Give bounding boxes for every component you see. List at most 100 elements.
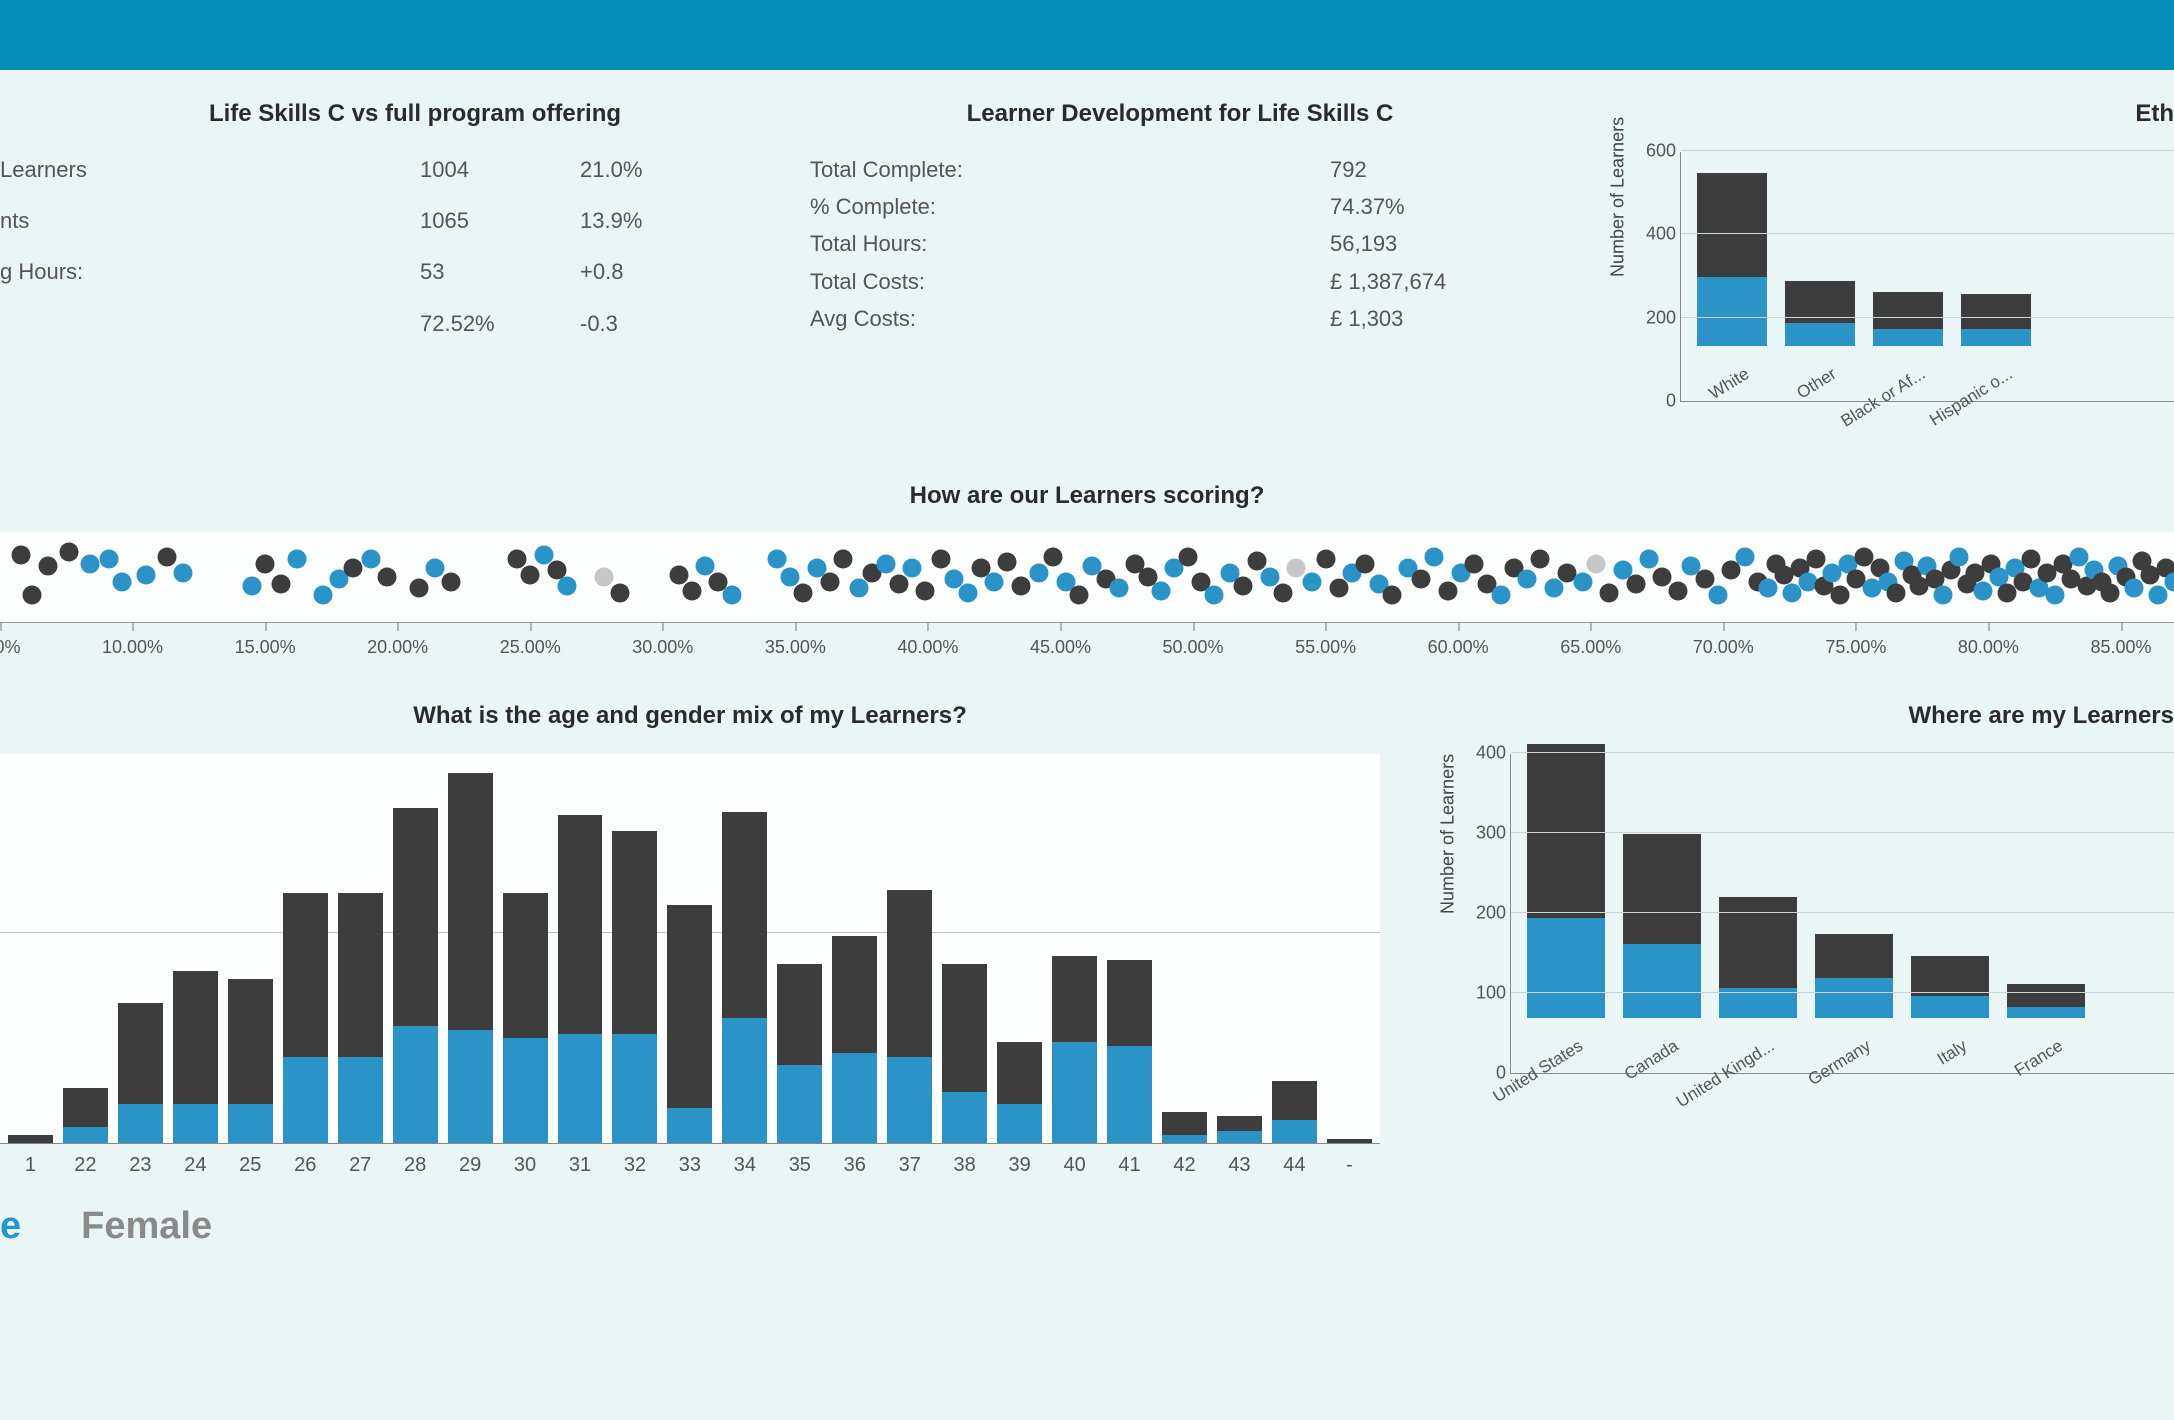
bar-segment-upper: [2007, 984, 2085, 1006]
scatter-dot: [1011, 577, 1030, 596]
scatter-dot: [343, 559, 362, 578]
kv-value: £ 1,387,674: [1330, 264, 1530, 299]
scatter-dot: [2045, 586, 2064, 605]
bar-segment-lower: [722, 1018, 767, 1143]
panel-ethnicity: Eth Number of Learners0200400600WhiteOth…: [1590, 100, 2174, 402]
scatter-dot: [1531, 550, 1550, 569]
scatter-dot: [1518, 569, 1537, 588]
bar-segment-lower: [1052, 1042, 1097, 1143]
scatter-dot: [1735, 548, 1754, 567]
scatter-dot: [1830, 586, 1849, 605]
age-x-label: 44: [1272, 1154, 1317, 1177]
scatter-dot: [669, 566, 688, 585]
scatter-dot: [696, 557, 715, 576]
age-bar-column: [832, 936, 877, 1143]
age-x-label: 34: [722, 1154, 767, 1177]
age-title: What is the age and gender mix of my Lea…: [0, 702, 1380, 730]
bar-column: White: [1697, 173, 1767, 401]
panel-program-offering: Life Skills C vs full program offering L…: [0, 100, 770, 357]
age-bar-column: [283, 893, 328, 1143]
bar-segment-lower: [1272, 1120, 1317, 1143]
top-banner: [0, 0, 2174, 70]
bar-column: Germany: [1815, 934, 1893, 1073]
scatter-dot: [1070, 586, 1089, 605]
scatter-dot: [932, 550, 951, 569]
scatter-dot: [1316, 550, 1335, 569]
scatter-dot: [958, 584, 977, 603]
kv-label: nts: [0, 203, 420, 238]
age-x-label: 24: [173, 1154, 218, 1177]
kv-label: Total Hours:: [810, 226, 1330, 261]
bar-segment-lower: [1873, 329, 1943, 346]
y-tick: 400: [1631, 224, 1676, 245]
panel-learner-development: Learner Development for Life Skills C To…: [810, 100, 1550, 338]
bar-segment-lower: [63, 1127, 108, 1143]
bar-column: United Kingd...: [1719, 897, 1797, 1073]
age-x-label: 23: [118, 1154, 163, 1177]
panel2-row: Total Complete: 792: [810, 152, 1550, 187]
bar-segment-lower: [393, 1026, 438, 1143]
scatter-dot: [1997, 584, 2016, 603]
age-bar-column: [1107, 960, 1152, 1143]
bar-segment-upper: [1815, 934, 1893, 978]
bar-segment-lower: [173, 1104, 218, 1143]
scatter-dot: [1205, 586, 1224, 605]
scatter-dot: [1653, 568, 1672, 587]
x-tick: 60.00%: [1428, 623, 1489, 658]
kv-value: 72.52%: [420, 306, 580, 341]
scatter-dot: [1974, 581, 1993, 600]
x-label: Germany: [1805, 1036, 1875, 1090]
bar-segment-upper: [1911, 956, 1989, 996]
age-x-label: 38: [942, 1154, 987, 1177]
age-x-label: 27: [338, 1154, 383, 1177]
scatter-dot: [1950, 548, 1969, 567]
x-tick: 10.00%: [102, 623, 163, 658]
scatter-dot: [38, 557, 57, 576]
bar-segment-lower: [612, 1034, 657, 1143]
age-x-label: 41: [1107, 1154, 1152, 1177]
bar-segment-upper: [1107, 960, 1152, 1046]
age-x-label: 33: [667, 1154, 712, 1177]
bar-segment-lower: [1527, 918, 1605, 1018]
x-tick: 70.00%: [1693, 623, 1754, 658]
scatter-dot: [256, 554, 275, 573]
kv-value: 1065: [420, 203, 580, 238]
bar-segment-upper: [997, 1042, 1042, 1104]
scatter-dot: [1152, 581, 1171, 600]
bar-column: France: [2007, 984, 2085, 1073]
bar-segment-lower: [1911, 996, 1989, 1018]
scatter-dot: [441, 572, 460, 591]
bar-segment-lower: [832, 1053, 877, 1143]
scatter-plot: [0, 532, 2174, 622]
bar-segment-lower: [228, 1104, 273, 1143]
x-tick: 45.00%: [1030, 623, 1091, 658]
bar-segment-upper: [1327, 1139, 1372, 1143]
age-x-label: 32: [612, 1154, 657, 1177]
scatter-dot: [903, 559, 922, 578]
scatter-dot: [998, 552, 1017, 571]
panel-scoring: How are our Learners scoring? .00%10.00%…: [0, 482, 2174, 662]
y-tick: 300: [1461, 823, 1506, 844]
bar-segment-lower: [1697, 277, 1767, 346]
panel2-row: Avg Costs: £ 1,303: [810, 301, 1550, 336]
x-tick: 15.00%: [235, 623, 296, 658]
panel-location: Where are my Learners Number of Learners…: [1420, 702, 2174, 1248]
age-bar-column: [1162, 1112, 1207, 1143]
scatter-dot: [2021, 550, 2040, 569]
bar-segment-upper: [942, 964, 987, 1093]
panel2-title: Learner Development for Life Skills C: [810, 100, 1550, 128]
age-x-label: 29: [448, 1154, 493, 1177]
age-bar-column: [722, 812, 767, 1143]
scatter-dot: [849, 578, 868, 597]
panel1-table: Learners 1004 21.0%nts 1065 13.9%g Hours…: [0, 152, 770, 341]
scatter-title: How are our Learners scoring?: [0, 482, 2174, 510]
bar-segment-lower: [283, 1057, 328, 1143]
kv-value: 74.37%: [1330, 189, 1530, 224]
panel1-row: nts 1065 13.9%: [0, 203, 770, 238]
scatter-dot: [558, 577, 577, 596]
kv-delta: 13.9%: [580, 203, 700, 238]
scatter-dot: [1934, 586, 1953, 605]
age-bar-column: [63, 1088, 108, 1143]
bar-segment-upper: [118, 1003, 163, 1104]
kv-label: Avg Costs:: [810, 301, 1330, 336]
